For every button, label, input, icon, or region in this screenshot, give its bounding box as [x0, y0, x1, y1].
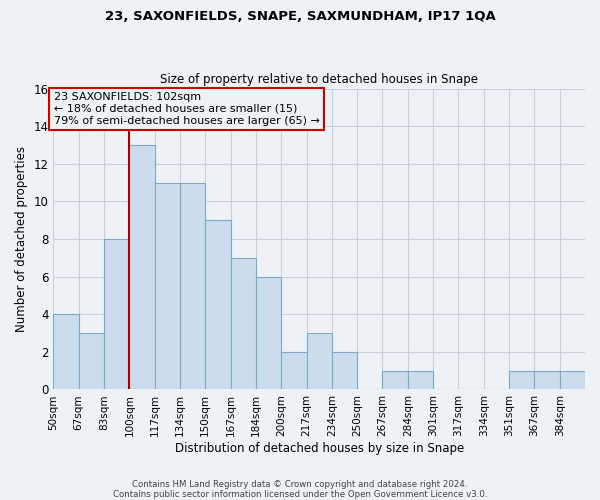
Bar — [205, 220, 230, 390]
Bar — [104, 239, 130, 390]
Bar — [256, 276, 281, 390]
Bar — [560, 370, 585, 390]
X-axis label: Distribution of detached houses by size in Snape: Distribution of detached houses by size … — [175, 442, 464, 455]
Bar — [180, 182, 205, 390]
Bar — [307, 333, 332, 390]
Bar — [535, 370, 560, 390]
Bar — [79, 333, 104, 390]
Text: Contains HM Land Registry data © Crown copyright and database right 2024.: Contains HM Land Registry data © Crown c… — [132, 480, 468, 489]
Bar — [53, 314, 79, 390]
Y-axis label: Number of detached properties: Number of detached properties — [15, 146, 28, 332]
Text: 23 SAXONFIELDS: 102sqm
← 18% of detached houses are smaller (15)
79% of semi-det: 23 SAXONFIELDS: 102sqm ← 18% of detached… — [54, 92, 320, 126]
Bar — [230, 258, 256, 390]
Bar — [408, 370, 433, 390]
Bar — [382, 370, 408, 390]
Title: Size of property relative to detached houses in Snape: Size of property relative to detached ho… — [160, 73, 478, 86]
Bar — [332, 352, 357, 390]
Text: 23, SAXONFIELDS, SNAPE, SAXMUNDHAM, IP17 1QA: 23, SAXONFIELDS, SNAPE, SAXMUNDHAM, IP17… — [104, 10, 496, 23]
Bar — [281, 352, 307, 390]
Bar — [130, 145, 155, 390]
Bar — [155, 182, 180, 390]
Bar — [509, 370, 535, 390]
Text: Contains public sector information licensed under the Open Government Licence v3: Contains public sector information licen… — [113, 490, 487, 499]
